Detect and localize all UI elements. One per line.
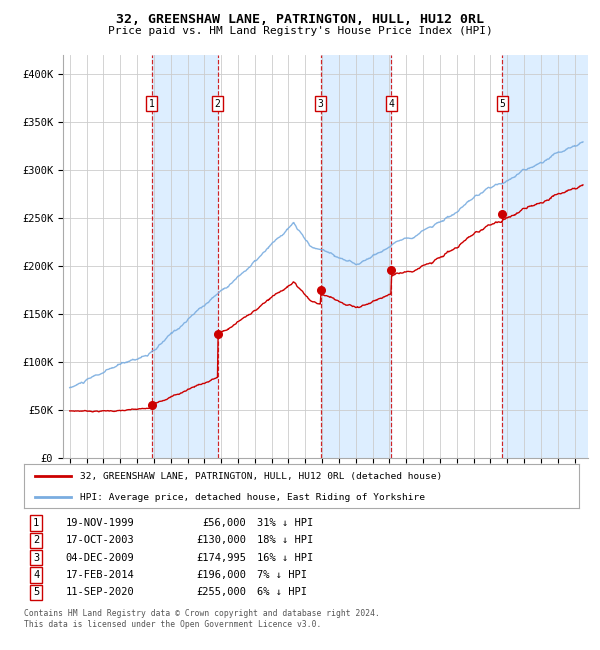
Bar (152, 55, 218, 458)
Text: 18% ↓ HPI: 18% ↓ HPI (257, 536, 313, 545)
Text: £174,995: £174,995 (196, 552, 246, 563)
Text: 1: 1 (33, 518, 40, 528)
Text: £196,000: £196,000 (196, 570, 246, 580)
Text: Price paid vs. HM Land Registry's House Price Index (HPI): Price paid vs. HM Land Registry's House … (107, 26, 493, 36)
Bar (321, 55, 391, 458)
Text: £56,000: £56,000 (202, 518, 246, 528)
Text: HPI: Average price, detached house, East Riding of Yorkshire: HPI: Average price, detached house, East… (79, 493, 425, 502)
Text: 3: 3 (318, 99, 324, 109)
Text: 17-FEB-2014: 17-FEB-2014 (65, 570, 134, 580)
Text: 5: 5 (33, 588, 40, 597)
Text: Contains HM Land Registry data © Crown copyright and database right 2024.: Contains HM Land Registry data © Crown c… (24, 609, 380, 618)
Bar (502, 55, 588, 458)
Text: 2: 2 (215, 99, 221, 109)
Text: 4: 4 (33, 570, 40, 580)
Text: 32, GREENSHAW LANE, PATRINGTON, HULL, HU12 0RL: 32, GREENSHAW LANE, PATRINGTON, HULL, HU… (116, 13, 484, 26)
Text: 4: 4 (389, 99, 394, 109)
Text: 16% ↓ HPI: 16% ↓ HPI (257, 552, 313, 563)
Text: 31% ↓ HPI: 31% ↓ HPI (257, 518, 313, 528)
Text: 11-SEP-2020: 11-SEP-2020 (65, 588, 134, 597)
Text: 19-NOV-1999: 19-NOV-1999 (65, 518, 134, 528)
Text: 3: 3 (33, 552, 40, 563)
Text: £255,000: £255,000 (196, 588, 246, 597)
Text: This data is licensed under the Open Government Licence v3.0.: This data is licensed under the Open Gov… (24, 619, 322, 629)
Text: 2: 2 (33, 536, 40, 545)
Text: 6% ↓ HPI: 6% ↓ HPI (257, 588, 307, 597)
Text: 1: 1 (149, 99, 155, 109)
Text: 5: 5 (499, 99, 505, 109)
Text: 17-OCT-2003: 17-OCT-2003 (65, 536, 134, 545)
Text: £130,000: £130,000 (196, 536, 246, 545)
Text: 32, GREENSHAW LANE, PATRINGTON, HULL, HU12 0RL (detached house): 32, GREENSHAW LANE, PATRINGTON, HULL, HU… (79, 471, 442, 480)
Text: 04-DEC-2009: 04-DEC-2009 (65, 552, 134, 563)
Text: 7% ↓ HPI: 7% ↓ HPI (257, 570, 307, 580)
